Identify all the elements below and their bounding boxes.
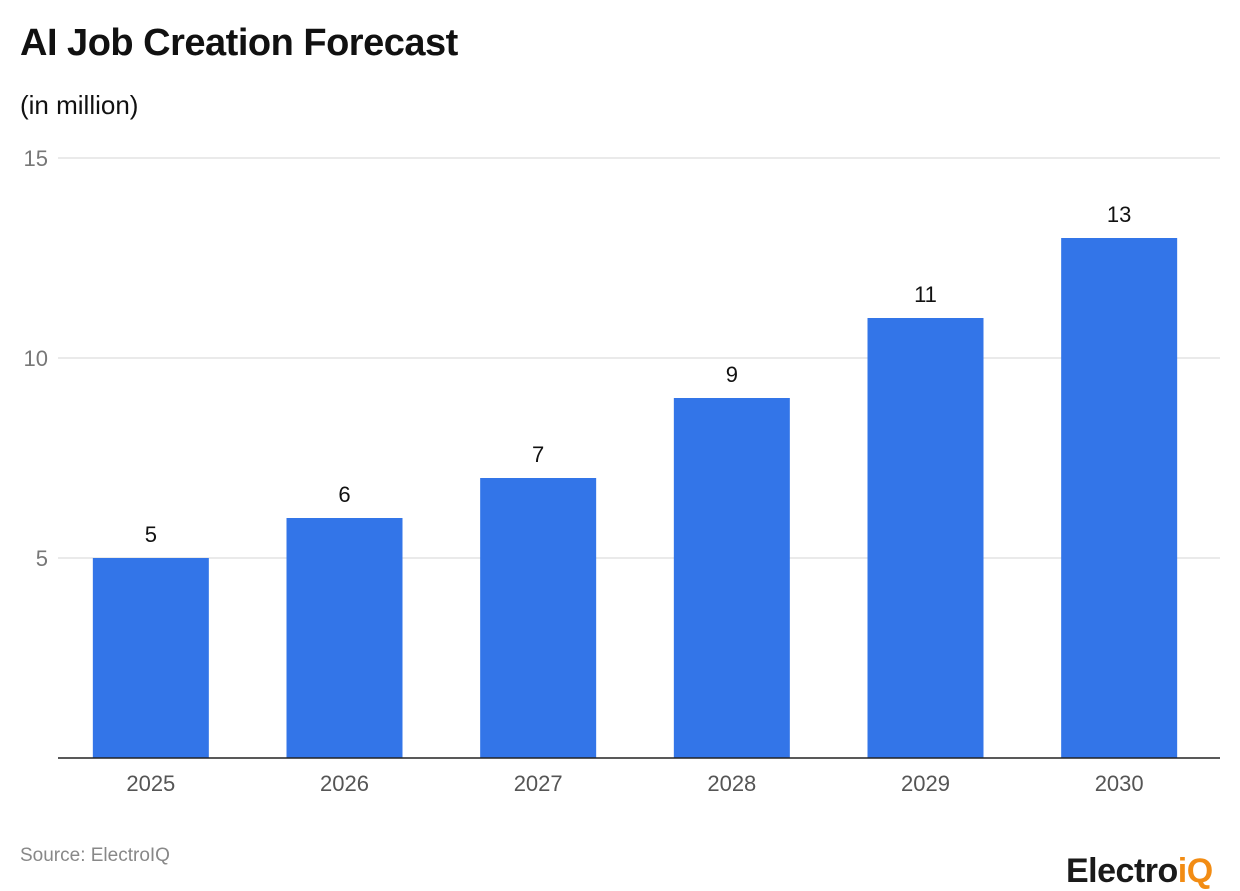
x-tick-label: 2029: [901, 771, 950, 796]
bar-2026: [286, 518, 403, 758]
x-tick-label: 2026: [320, 771, 369, 796]
data-label: 7: [532, 442, 544, 467]
logo-text: Electro: [1066, 852, 1178, 890]
data-label: 11: [914, 282, 937, 307]
bar-2029: [867, 318, 984, 758]
logo-accent: iQ: [1177, 852, 1213, 890]
bar-2025: [92, 558, 209, 758]
x-tick-label: 2030: [1095, 771, 1144, 796]
y-tick-label: 10: [24, 346, 48, 371]
electroiq-logo: ElectroiQ: [1066, 852, 1213, 891]
bar-2027: [480, 478, 597, 758]
x-tick-label: 2027: [514, 771, 563, 796]
data-label: 13: [1107, 202, 1131, 227]
x-tick-label: 2025: [126, 771, 175, 796]
y-tick-label: 5: [36, 546, 48, 571]
y-tick-label: 15: [24, 146, 48, 171]
bar-2028: [673, 398, 790, 758]
bar-2030: [1061, 238, 1178, 758]
chart-title: AI Job Creation Forecast: [20, 22, 458, 64]
x-tick-label: 2028: [707, 771, 756, 796]
data-label: 5: [145, 522, 157, 547]
data-label: 6: [338, 482, 350, 507]
chart-subtitle: (in million): [20, 90, 139, 120]
data-label: 9: [726, 362, 738, 387]
source-note: Source: ElectroIQ: [20, 845, 170, 866]
